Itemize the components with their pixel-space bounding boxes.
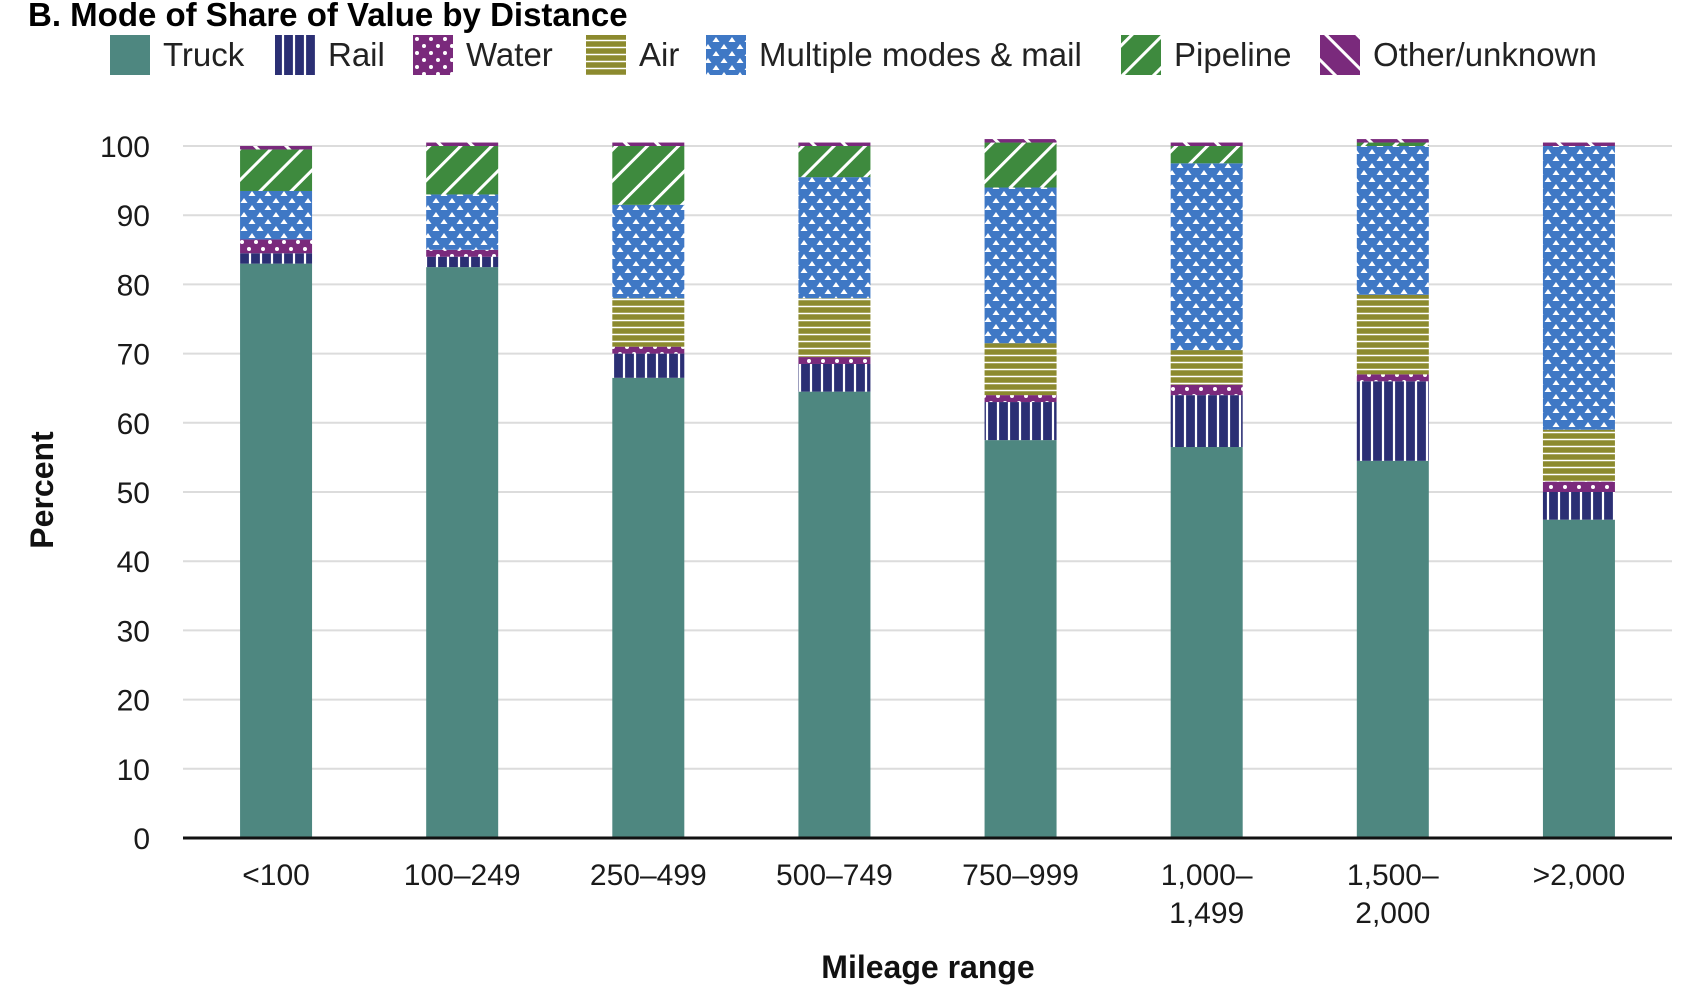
- x-axis-title: Mileage range: [821, 949, 1034, 985]
- y-axis-tick-labels: 0 10 20 30 40 50 60 70 80 90 100: [100, 131, 150, 856]
- x-tick-label: 1,000– 1,499: [1161, 859, 1253, 930]
- bar-segment-air: [984, 343, 1057, 396]
- x-tick-label: <100: [242, 859, 310, 892]
- legend-label-rail: Rail: [328, 36, 385, 73]
- y-tick-label: 90: [117, 200, 150, 233]
- gridlines: [183, 145, 1672, 770]
- y-tick-label: 80: [117, 269, 150, 302]
- bar-segment-pipeline: [984, 142, 1057, 188]
- bar-segment-truck: [984, 440, 1057, 838]
- legend-swatch-other-unknown: [1320, 35, 1360, 75]
- bar-segment-truck: [1356, 460, 1429, 838]
- bar-segment-rail: [426, 256, 499, 268]
- legend-swatch-pipeline: [1121, 35, 1161, 75]
- bar-segment-water: [1542, 481, 1615, 492]
- legend-label-air: Air: [639, 36, 679, 73]
- bar-segment-rail: [798, 363, 871, 392]
- x-tick-label: 100–249: [404, 859, 521, 892]
- y-axis-title: Percent: [24, 431, 60, 549]
- bar-segment-water: [240, 239, 313, 254]
- legend-swatch-truck: [110, 35, 150, 75]
- x-tick-label: 1,500– 2,000: [1347, 859, 1439, 930]
- bar-segment-water: [984, 395, 1057, 403]
- bar-segment-multiple-modes-and-mail: [1542, 146, 1615, 430]
- bar-segment-other-unknown: [984, 139, 1057, 143]
- legend-label-truck: Truck: [163, 36, 245, 73]
- legend: Truck Rail Water Air Multiple modes & mail Pi…: [110, 35, 1597, 75]
- bar-segment-pipeline: [612, 146, 685, 205]
- y-tick-label: 50: [117, 477, 150, 510]
- bar-segment-air: [612, 298, 685, 347]
- legend-swatch-multiple-modes-and-mail: [706, 35, 746, 75]
- bar-segment-water: [798, 357, 871, 364]
- bar-segment-air: [798, 298, 871, 358]
- bar-segment-other-unknown: [798, 142, 871, 146]
- bar-segment-water: [426, 249, 499, 257]
- chart-title: B. Mode of Share of Value by Distance: [28, 0, 628, 33]
- bar-segment-rail: [1356, 381, 1429, 461]
- x-tick-label: 500–749: [776, 859, 893, 892]
- y-tick-label: 30: [117, 615, 150, 648]
- bar-segment-pipeline: [240, 149, 313, 191]
- bar-segment-other-unknown: [240, 146, 313, 150]
- legend-swatch-water: [413, 35, 453, 75]
- bar-segment-truck: [426, 267, 499, 839]
- legend-label-other-unknown: Other/unknown: [1373, 36, 1597, 73]
- bar-segment-multiple-modes-and-mail: [426, 194, 499, 250]
- bar-segment-truck: [1542, 519, 1615, 838]
- bar-segment-multiple-modes-and-mail: [1356, 146, 1429, 295]
- bar-segment-multiple-modes-and-mail: [984, 187, 1057, 344]
- y-tick-label: 60: [117, 408, 150, 441]
- bar-segment-rail: [1542, 492, 1615, 520]
- legend-label-pipeline: Pipeline: [1174, 36, 1291, 73]
- y-tick-label: 10: [117, 754, 150, 787]
- x-tick-label: >2,000: [1533, 859, 1626, 892]
- y-tick-label: 100: [100, 131, 150, 164]
- x-tick-label: 250–499: [590, 859, 707, 892]
- bar-segment-other-unknown: [612, 142, 685, 146]
- y-tick-label: 40: [117, 546, 150, 579]
- bar-segment-rail: [984, 402, 1057, 441]
- bar-segment-other-unknown: [1170, 142, 1243, 146]
- bar-segment-truck: [240, 263, 313, 838]
- bar-segment-air: [1356, 294, 1429, 375]
- bar-segment-water: [1170, 384, 1243, 396]
- bar-segment-rail: [612, 353, 685, 378]
- bar-segment-rail: [240, 253, 313, 264]
- bar-segment-truck: [1170, 447, 1243, 838]
- bar-segment-multiple-modes-and-mail: [240, 190, 313, 240]
- legend-label-multiple-modes-and-mail: Multiple modes & mail: [759, 36, 1082, 73]
- bar-segment-air: [1170, 350, 1243, 385]
- bar-segment-truck: [798, 391, 871, 838]
- bar-segment-truck: [612, 377, 685, 838]
- bar-segment-pipeline: [1356, 142, 1429, 146]
- bar-segment-other-unknown: [426, 142, 499, 146]
- legend-label-water: Water: [466, 36, 553, 73]
- legend-swatch-air: [586, 35, 626, 75]
- bar-segment-pipeline: [798, 146, 871, 178]
- y-tick-label: 70: [117, 339, 150, 372]
- y-tick-label: 0: [133, 823, 150, 856]
- bar-segment-pipeline: [426, 146, 499, 195]
- y-tick-label: 20: [117, 685, 150, 718]
- bars: [240, 139, 1615, 839]
- legend-swatch-rail: [275, 35, 315, 75]
- bar-segment-other-unknown: [1542, 142, 1615, 146]
- bar-segment-multiple-modes-and-mail: [612, 204, 685, 299]
- x-tick-label: 750–999: [962, 859, 1079, 892]
- x-axis-tick-labels: <100 100–249 250–499 500–749 750–999 1,000– 1,…: [242, 859, 1625, 930]
- bar-segment-water: [612, 346, 685, 354]
- bar-segment-air: [1542, 429, 1615, 482]
- bar-segment-other-unknown: [1356, 139, 1429, 143]
- bar-segment-water: [1356, 374, 1429, 382]
- bar-segment-rail: [1170, 395, 1243, 448]
- bar-segment-pipeline: [1170, 146, 1243, 164]
- bar-segment-multiple-modes-and-mail: [1170, 163, 1243, 351]
- bar-segment-multiple-modes-and-mail: [798, 177, 871, 299]
